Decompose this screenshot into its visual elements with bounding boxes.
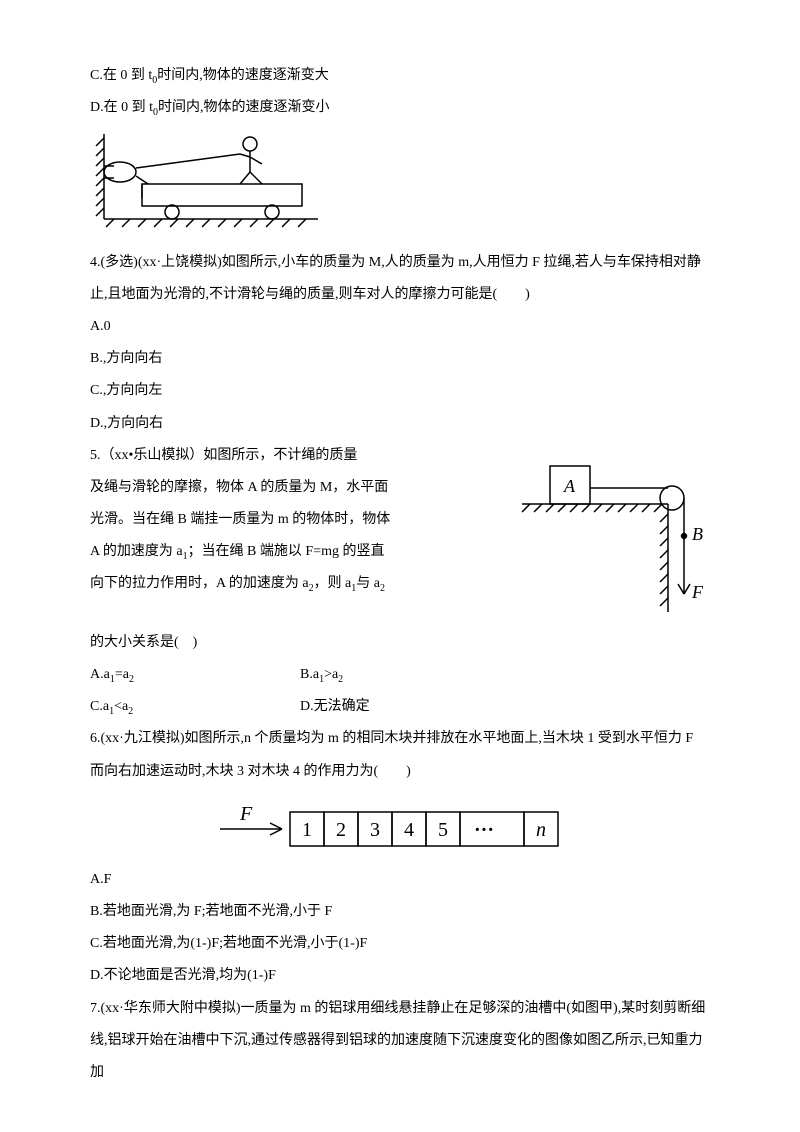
label-A: A bbox=[563, 476, 576, 496]
subscript: 2 bbox=[128, 706, 133, 717]
q4-option-b: B.,方向向右 bbox=[90, 343, 710, 375]
text: C.在 0 到 t bbox=[90, 68, 152, 83]
q4-stem: 4.(多选)(xx·上饶模拟)如图所示,小车的质量为 M,人的质量为 m,人用恒… bbox=[90, 247, 710, 311]
prev-option-c: C.在 0 到 t0时间内,物体的速度逐渐变大 bbox=[90, 60, 710, 92]
q6-option-a: A.F bbox=[90, 864, 710, 896]
text: B.a bbox=[300, 667, 319, 682]
q5-options-row1: A.a1=a2 B.a1>a2 bbox=[90, 659, 710, 691]
q5-figure: A B F bbox=[520, 444, 710, 614]
q5-stem-5: 向下的拉力作用时，A 的加速度为 a2，则 a1与 a2 bbox=[90, 568, 510, 600]
q5-stem-4: A 的加速度为 a1；当在绳 B 端施以 F=mg 的竖直 bbox=[90, 536, 510, 568]
q6-option-b: B.若地面光滑,为 F;若地面不光滑,小于 F bbox=[90, 896, 710, 928]
q4-figure-wrap bbox=[90, 124, 710, 246]
label-5: 5 bbox=[438, 819, 448, 841]
q5-stem-6: 的大小关系是( ) bbox=[90, 627, 710, 659]
q5-stem-3: 光滑。当在绳 B 端挂一质量为 m 的物体时，物体 bbox=[90, 504, 510, 536]
q6-stem: 6.(xx·九江模拟)如图所示,n 个质量均为 m 的相同木块并排放在水平地面上… bbox=[90, 723, 710, 787]
page: C.在 0 到 t0时间内,物体的速度逐渐变大 D.在 0 到 t0时间内,物体… bbox=[0, 0, 800, 1129]
label-1: 1 bbox=[302, 819, 312, 841]
text: 时间内,物体的速度逐渐变大 bbox=[157, 68, 329, 83]
q5-option-d: D.无法确定 bbox=[300, 691, 370, 723]
q6-figure: F 1 2 3 4 5 ··· n bbox=[210, 796, 590, 856]
label-3: 3 bbox=[370, 819, 380, 841]
q5-block: 5.（xx•乐山模拟）如图所示，不计绳的质量 及绳与滑轮的摩擦，物体 A 的质量… bbox=[90, 440, 710, 627]
q4-option-c: C.,方向向左 bbox=[90, 375, 710, 407]
text: A 的加速度为 a bbox=[90, 544, 183, 559]
q4-option-a: A.0 bbox=[90, 311, 710, 343]
text: 时间内,物体的速度逐渐变小 bbox=[158, 100, 330, 115]
label-dots: ··· bbox=[474, 819, 494, 841]
q5-option-c: C.a1<a2 bbox=[90, 691, 300, 723]
q5-option-a: A.a1=a2 bbox=[90, 659, 300, 691]
text: C.a bbox=[90, 699, 109, 714]
q5-figure-wrap: A B F bbox=[520, 440, 710, 627]
q6-option-d: D.不论地面是否光滑,均为(1-)F bbox=[90, 960, 710, 992]
text: D.在 0 到 t bbox=[90, 100, 153, 115]
label-2: 2 bbox=[336, 819, 346, 841]
text: >a bbox=[324, 667, 338, 682]
q5-stem-1: 5.（xx•乐山模拟）如图所示，不计绳的质量 bbox=[90, 440, 510, 472]
subscript: 2 bbox=[129, 674, 134, 685]
subscript: 2 bbox=[338, 674, 343, 685]
text: <a bbox=[114, 699, 128, 714]
q5-option-b: B.a1>a2 bbox=[300, 659, 343, 691]
text: 与 a bbox=[356, 576, 380, 591]
subscript: 2 bbox=[380, 583, 385, 594]
text: ，则 a bbox=[314, 576, 352, 591]
q5-text: 5.（xx•乐山模拟）如图所示，不计绳的质量 及绳与滑轮的摩擦，物体 A 的质量… bbox=[90, 440, 510, 601]
label-force: F bbox=[239, 803, 253, 825]
q5-stem-2: 及绳与滑轮的摩擦，物体 A 的质量为 M，水平面 bbox=[90, 472, 510, 504]
q5-options-row2: C.a1<a2 D.无法确定 bbox=[90, 691, 710, 723]
label-B: B bbox=[692, 524, 703, 544]
q6-option-c: C.若地面光滑,为(1-)F;若地面不光滑,小于(1-)F bbox=[90, 928, 710, 960]
prev-option-d: D.在 0 到 t0时间内,物体的速度逐渐变小 bbox=[90, 92, 710, 124]
q7-stem: 7.(xx·华东师大附中模拟)一质量为 m 的铝球用细线悬挂静止在足够深的油槽中… bbox=[90, 993, 710, 1090]
text: =a bbox=[115, 667, 129, 682]
text: A.a bbox=[90, 667, 110, 682]
label-4: 4 bbox=[404, 819, 414, 841]
q4-option-d: D.,方向向右 bbox=[90, 408, 710, 440]
q4-figure bbox=[90, 124, 320, 229]
text: ；当在绳 B 端施以 F=mg 的竖直 bbox=[188, 544, 385, 559]
label-n: n bbox=[536, 819, 546, 841]
label-F: F bbox=[691, 582, 704, 602]
text: 向下的拉力作用时，A 的加速度为 a bbox=[90, 576, 309, 591]
